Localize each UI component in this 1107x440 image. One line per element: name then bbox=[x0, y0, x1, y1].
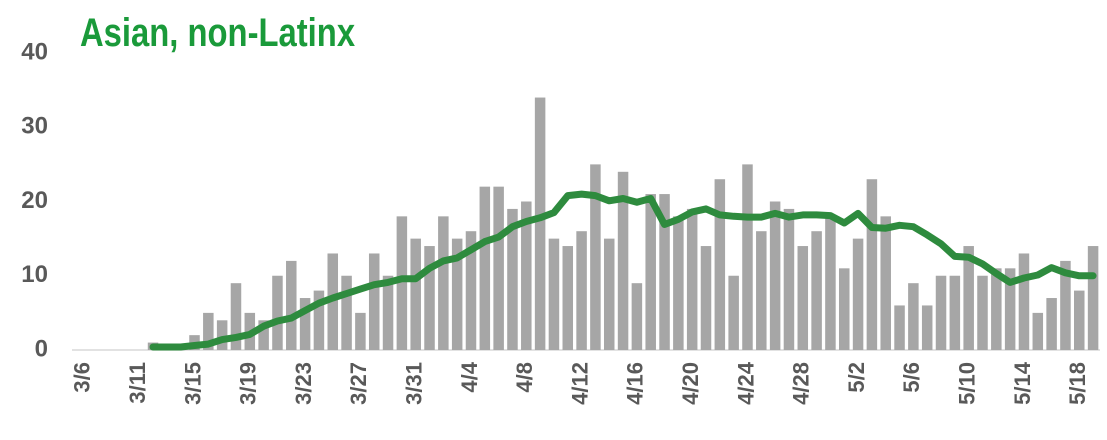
bar bbox=[603, 238, 615, 350]
bar bbox=[659, 194, 670, 350]
bar bbox=[963, 246, 974, 350]
x-tick-label: 4/4 bbox=[457, 361, 482, 392]
bar bbox=[438, 216, 449, 350]
bar bbox=[1018, 253, 1030, 350]
bar bbox=[673, 216, 684, 350]
bar bbox=[1004, 268, 1016, 350]
bar bbox=[617, 171, 629, 350]
bar bbox=[935, 275, 947, 350]
bar bbox=[451, 238, 463, 350]
x-tick-label: 3/23 bbox=[291, 362, 316, 405]
bar bbox=[493, 186, 504, 350]
bar bbox=[286, 260, 297, 350]
bar bbox=[299, 298, 311, 350]
bar bbox=[645, 194, 656, 350]
bar bbox=[410, 238, 421, 350]
x-tick-label: 5/18 bbox=[1065, 362, 1090, 405]
x-tick-label: 5/14 bbox=[1010, 361, 1035, 405]
x-tick-label: 4/28 bbox=[789, 362, 814, 405]
bar bbox=[590, 164, 601, 350]
x-tick-label: 5/2 bbox=[844, 362, 869, 393]
chart-title: Asian, non-Latinx bbox=[80, 10, 356, 55]
y-tick-label: 0 bbox=[35, 335, 48, 362]
bar bbox=[507, 208, 518, 350]
bar bbox=[866, 179, 878, 350]
bar bbox=[562, 246, 574, 350]
bar bbox=[1074, 290, 1085, 350]
bar bbox=[313, 290, 325, 350]
x-tick-label: 4/16 bbox=[623, 362, 648, 405]
bar bbox=[216, 320, 228, 350]
bar bbox=[272, 275, 283, 350]
bar bbox=[756, 231, 767, 350]
bar bbox=[355, 312, 366, 350]
bar bbox=[631, 283, 643, 350]
bar bbox=[230, 283, 242, 350]
bar bbox=[548, 238, 560, 350]
bar bbox=[769, 201, 781, 350]
bar bbox=[396, 216, 408, 350]
x-tick-label: 5/6 bbox=[899, 362, 924, 393]
bar bbox=[977, 275, 988, 350]
bar bbox=[1087, 246, 1099, 350]
bar bbox=[728, 275, 739, 350]
bar bbox=[921, 305, 933, 350]
line bbox=[149, 190, 1097, 351]
y-tick-label: 30 bbox=[21, 113, 48, 140]
bar bbox=[1046, 298, 1057, 350]
bar bbox=[700, 246, 712, 350]
bar bbox=[686, 208, 698, 350]
x-tick-label: 3/19 bbox=[236, 362, 261, 405]
y-tick-label: 40 bbox=[21, 38, 48, 65]
bar bbox=[1032, 312, 1044, 350]
bar bbox=[908, 283, 919, 350]
x-tick-label: 4/8 bbox=[512, 362, 537, 393]
x-tick-label: 4/12 bbox=[567, 362, 592, 405]
y-tick-label: 20 bbox=[21, 187, 48, 214]
bar bbox=[797, 246, 809, 350]
bar bbox=[1060, 260, 1071, 350]
bar bbox=[534, 97, 546, 350]
x-tick-label: 3/31 bbox=[402, 362, 427, 405]
bar bbox=[465, 231, 477, 350]
bar bbox=[479, 186, 491, 350]
bar bbox=[991, 268, 1002, 350]
x-tick-label: 4/20 bbox=[678, 362, 703, 405]
bar bbox=[852, 238, 864, 350]
bar bbox=[811, 231, 822, 350]
bar bbox=[894, 305, 905, 350]
bar bbox=[258, 320, 269, 350]
x-tick-label: 3/11 bbox=[125, 362, 150, 404]
bar bbox=[203, 312, 214, 350]
bar bbox=[382, 275, 394, 350]
bar bbox=[576, 231, 587, 350]
bar bbox=[521, 201, 532, 350]
y-tick-label: 10 bbox=[21, 261, 48, 288]
x-tick-label: 3/6 bbox=[70, 362, 95, 393]
bar bbox=[825, 216, 836, 350]
bar bbox=[838, 268, 850, 350]
bar bbox=[880, 216, 891, 350]
bar bbox=[341, 275, 352, 350]
x-tick-label: 4/24 bbox=[733, 361, 758, 405]
x-tick-label: 3/27 bbox=[346, 362, 371, 405]
bar bbox=[783, 208, 795, 350]
bar bbox=[424, 246, 435, 350]
bar bbox=[742, 164, 753, 350]
x-tick-label: 5/10 bbox=[954, 362, 979, 405]
bar bbox=[368, 253, 380, 350]
x-tick-label: 3/15 bbox=[180, 362, 205, 405]
bar bbox=[949, 275, 961, 350]
bar bbox=[714, 179, 726, 350]
